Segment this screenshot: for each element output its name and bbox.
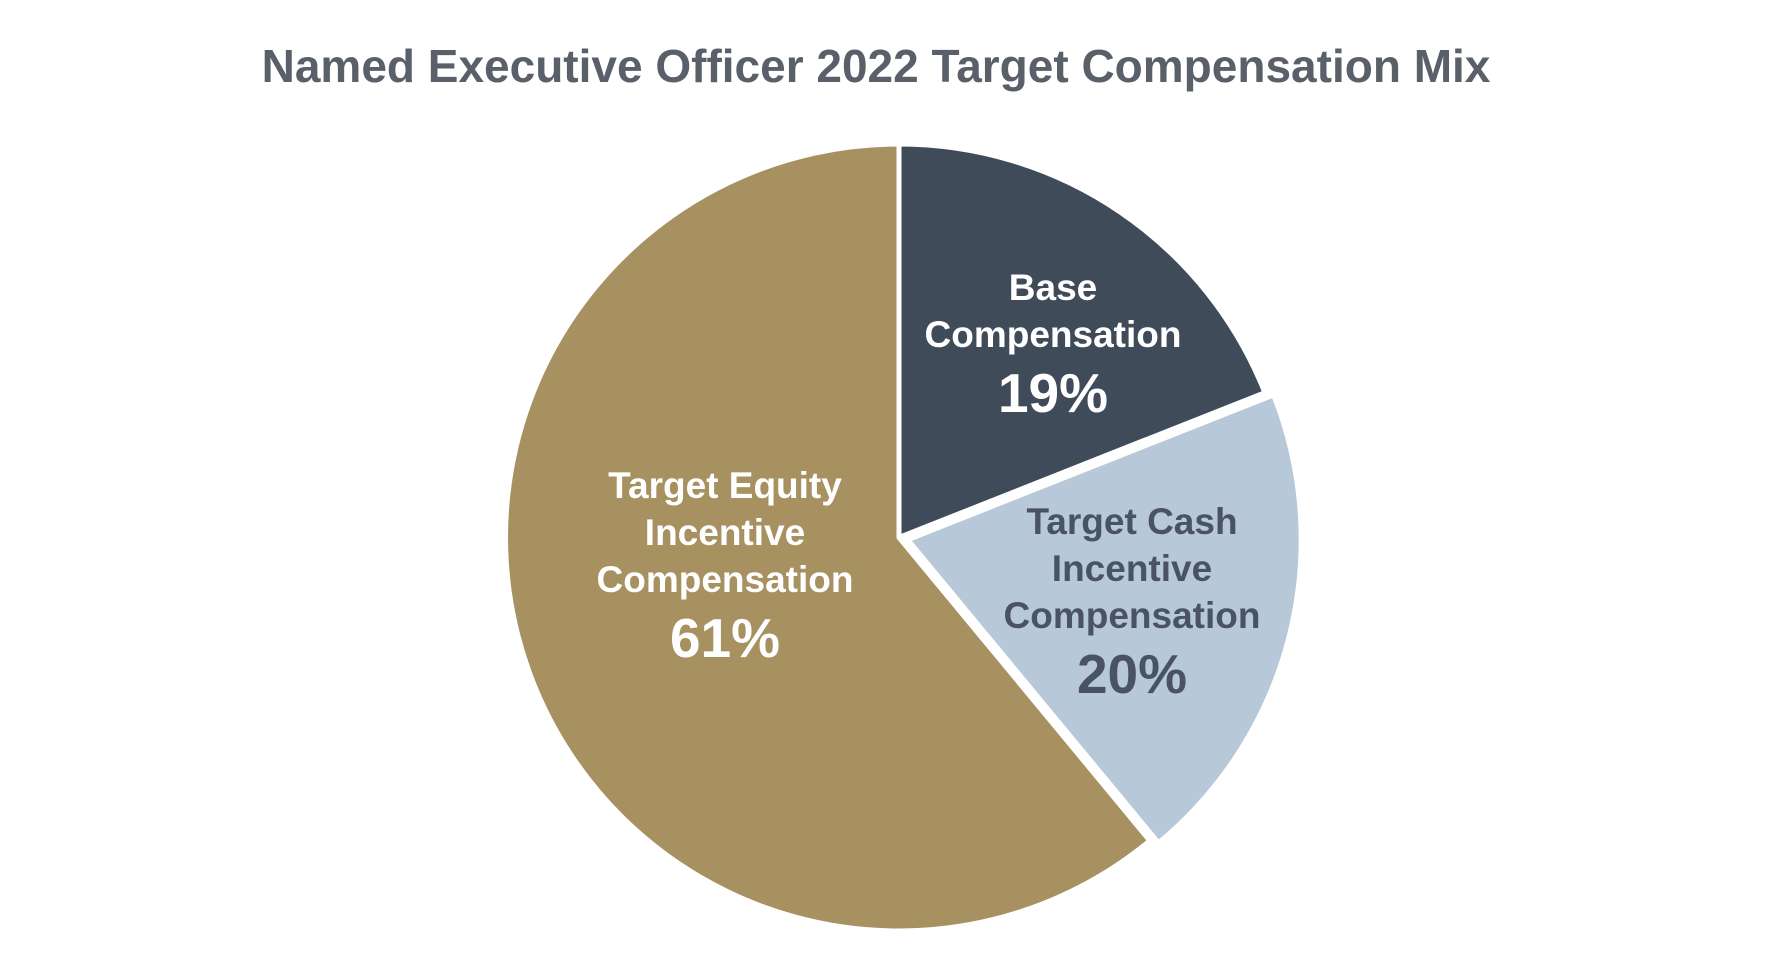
label-line: Incentive [644, 512, 806, 553]
percent-value: 20% [1076, 643, 1188, 705]
label-line: Base [1008, 267, 1098, 308]
label-line: Compensation [596, 559, 854, 600]
percent-value: 19% [997, 362, 1109, 424]
target-cash-incentive-compensation-slice [905, 392, 1304, 846]
target-cash-incentive-compensation-label: Target Cash Incentive Compensation 20% [1004, 498, 1261, 704]
label-line: Compensation [924, 314, 1182, 355]
chart-title: Named Executive Officer 2022 Target Comp… [261, 40, 1491, 92]
base-compensation-label: Base Compensation 19% [925, 264, 1182, 423]
label-line: Compensation [1003, 595, 1261, 636]
label-line: Target Cash [1026, 501, 1238, 542]
target-equity-incentive-compensation-slice [503, 141, 1153, 934]
base-compensation-slice [896, 141, 1268, 540]
target-equity-incentive-compensation-label: Target Equity Incentive Compensation 61% [597, 462, 854, 668]
label-line: Target Equity [608, 465, 842, 506]
percent-value: 61% [669, 607, 781, 669]
label-line: Incentive [1051, 548, 1213, 589]
